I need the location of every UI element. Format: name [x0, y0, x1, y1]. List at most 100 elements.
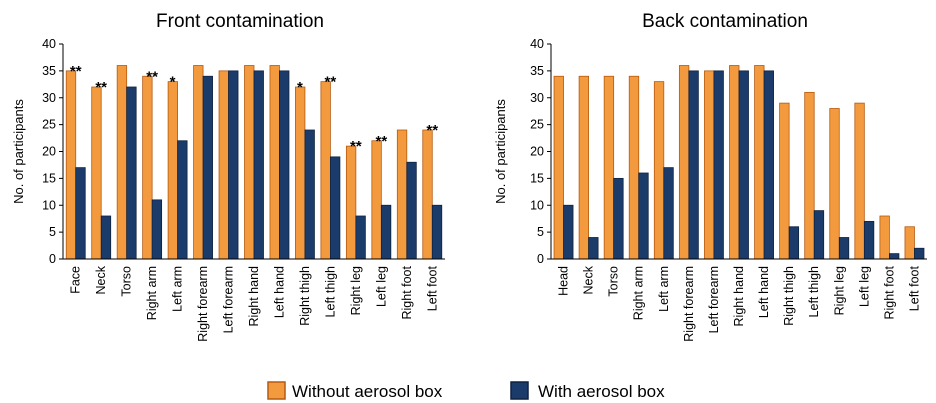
bar-without-aerosol-box-left-arm: [653, 81, 665, 260]
bar-with-aerosol-box-neck: [588, 237, 599, 260]
y-tick-label: 35: [42, 64, 56, 78]
significance-marker: **: [70, 63, 82, 80]
bar-with-aerosol-box-face: [75, 167, 86, 260]
bar-without-aerosol-box-right-arm: [628, 75, 640, 260]
x-tick-label-torso: Torso: [120, 266, 134, 297]
x-tick-label-right-hand: Right hand: [732, 266, 746, 327]
bar-without-aerosol-box-right-thigh: [295, 86, 306, 260]
bar-with-aerosol-box-right-thigh: [788, 226, 800, 260]
significance-marker: **: [375, 133, 387, 150]
bar-without-aerosol-box-left-leg: [371, 140, 382, 260]
x-tick-label-torso: Torso: [607, 266, 621, 297]
y-tick-label: 25: [530, 118, 544, 132]
x-tick-label-neck: Neck: [582, 265, 596, 294]
bar-with-aerosol-box-left-forearm: [713, 70, 724, 260]
significance-marker: *: [297, 79, 303, 96]
x-tick-label-left-arm: Left arm: [657, 266, 671, 312]
y-tick-label: 40: [530, 37, 544, 51]
chart-title: Front contamination: [156, 11, 324, 32]
bar-without-aerosol-box-right-leg: [829, 108, 840, 260]
x-tick-label-right-arm: Right arm: [145, 266, 159, 320]
x-tick-label-left-forearm: Left forearm: [222, 266, 236, 333]
bar-without-aerosol-box-right-hand: [729, 65, 740, 260]
significance-marker: **: [325, 74, 337, 91]
legend-swatch-with-aerosol-box: [510, 381, 529, 400]
bar-with-aerosol-box-left-hand: [279, 70, 290, 260]
significance-marker: **: [426, 122, 438, 139]
bar-without-aerosol-box-head: [553, 75, 564, 260]
x-tick-label-left-hand: Left hand: [272, 266, 286, 318]
bar-without-aerosol-box-right-arm: [142, 75, 153, 260]
bar-without-aerosol-box-right-thigh: [779, 102, 790, 260]
front-contamination-chart: Front contamination No. of participants 0 5…: [11, 11, 445, 342]
bar-with-aerosol-box-left-forearm: [228, 70, 239, 260]
bar-with-aerosol-box-torso: [126, 86, 137, 260]
x-tick-label-right-hand: Right hand: [247, 266, 261, 327]
bar-with-aerosol-box-right-leg: [838, 237, 850, 260]
y-tick-label: 40: [42, 37, 56, 51]
bar-without-aerosol-box-face: [65, 70, 77, 260]
chart-title: Back contamination: [642, 11, 808, 32]
x-tick-label-head: Head: [557, 266, 571, 296]
bar-with-aerosol-box-left-leg: [863, 220, 875, 260]
y-tick-label: 20: [42, 145, 56, 159]
legend: Without aerosol box With aerosol box: [267, 381, 665, 401]
x-tick-label-right-forearm: Right forearm: [682, 266, 696, 342]
x-tick-label-left-thigh: Left thigh: [807, 266, 821, 317]
bar-without-aerosol-box-right-leg: [345, 145, 357, 260]
y-tick-label: 10: [42, 198, 56, 212]
bar-with-aerosol-box-left-arm: [663, 167, 674, 260]
x-tick-label-right-foot: Right foot: [400, 265, 414, 319]
bar-without-aerosol-box-left-forearm: [218, 70, 229, 260]
bar-without-aerosol-box-right-forearm: [678, 65, 690, 260]
significance-marker: *: [170, 74, 176, 91]
legend-label-without-aerosol-box: Without aerosol box: [292, 382, 443, 401]
y-axis-label: No. of participants: [11, 99, 26, 204]
bar-with-aerosol-box-left-arm: [177, 140, 188, 260]
bar-with-aerosol-box-left-thigh: [329, 156, 341, 260]
bar-with-aerosol-box-right-leg: [355, 215, 366, 260]
significance-marker: **: [146, 68, 158, 85]
y-tick-label: 10: [530, 198, 544, 212]
bar-with-aerosol-box-left-foot: [431, 204, 443, 260]
bar-with-aerosol-box-right-hand: [738, 70, 749, 260]
bar-without-aerosol-box-left-thigh: [804, 91, 815, 260]
bar-with-aerosol-box-neck: [100, 215, 112, 260]
significance-marker: **: [350, 138, 362, 155]
bar-without-aerosol-box-neck: [91, 86, 102, 260]
significance-marker: **: [95, 79, 107, 96]
y-tick-label: 5: [537, 225, 544, 239]
x-tick-label-right-thigh: Right thigh: [298, 266, 312, 326]
x-tick-label-left-leg: Left leg: [857, 266, 871, 307]
x-tick-label-left-forearm: Left forearm: [707, 266, 721, 333]
y-tick-label: 20: [530, 145, 544, 159]
bar-with-aerosol-box-right-foot: [889, 253, 900, 260]
y-tick-label: 25: [42, 118, 56, 132]
y-tick-label: 0: [537, 252, 544, 266]
bar-with-aerosol-box-left-leg: [380, 204, 392, 260]
bar-with-aerosol-box-torso: [613, 177, 624, 260]
bar-with-aerosol-box-right-thigh: [304, 129, 315, 260]
bar-with-aerosol-box-right-forearm: [202, 75, 213, 260]
bar-without-aerosol-box-left-forearm: [704, 70, 715, 260]
bar-with-aerosol-box-right-foot: [406, 161, 417, 260]
y-tick-label: 30: [530, 91, 544, 105]
legend-label-with-aerosol-box: With aerosol box: [538, 382, 665, 401]
x-tick-label-right-foot: Right foot: [882, 265, 896, 319]
x-tick-label-face: Face: [69, 266, 83, 294]
bar-with-aerosol-box-right-hand: [253, 70, 264, 260]
x-tick-label-left-foot: Left foot: [907, 265, 921, 311]
x-tick-label-right-leg: Right leg: [349, 266, 363, 315]
x-tick-label-left-hand: Left hand: [757, 266, 771, 318]
bar-without-aerosol-box-left-hand: [754, 65, 765, 260]
x-tick-label-left-arm: Left arm: [171, 266, 185, 312]
y-tick-label: 30: [42, 91, 56, 105]
bar-with-aerosol-box-right-arm: [638, 172, 649, 260]
bar-without-aerosol-box-left-foot: [422, 129, 433, 260]
y-tick-label: 15: [530, 171, 544, 185]
bar-without-aerosol-box-right-foot: [879, 215, 890, 260]
x-tick-label-right-leg: Right leg: [832, 266, 846, 315]
x-tick-label-left-leg: Left leg: [374, 266, 388, 307]
